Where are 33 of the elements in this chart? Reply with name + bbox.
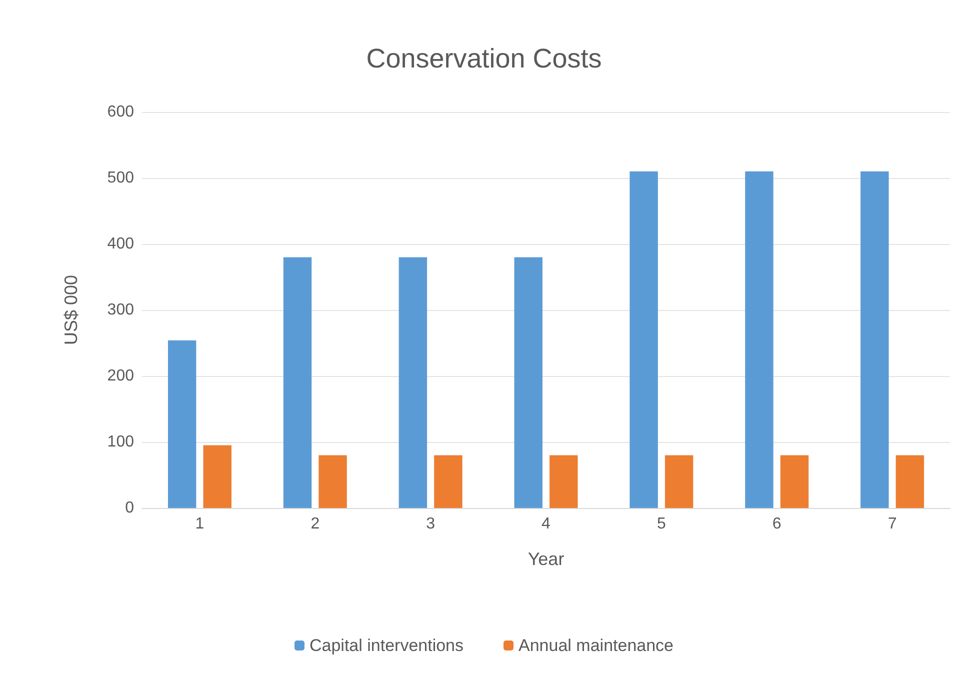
y-tick-label: 0	[125, 500, 134, 516]
chart-title: Conservation Costs	[366, 44, 602, 74]
y-tick-label: 200	[107, 368, 134, 384]
x-tick-label: 5	[656, 516, 666, 532]
x-tick-label: 6	[772, 516, 782, 532]
legend-label: Capital interventions	[309, 636, 464, 655]
legend-label: Annual maintenance	[518, 636, 674, 655]
y-axis-title: US$ 000	[61, 274, 81, 346]
x-axis-title: Year	[528, 549, 564, 569]
bar	[550, 455, 578, 508]
x-tick-label: 3	[426, 516, 436, 532]
y-tick-label: 300	[107, 302, 134, 318]
bar	[434, 455, 462, 508]
bar	[630, 171, 658, 508]
y-tick-label: 400	[107, 236, 134, 252]
bar	[860, 171, 889, 508]
bar	[203, 445, 232, 508]
x-tick-label: 4	[542, 516, 551, 532]
y-tick-label: 600	[107, 104, 134, 120]
bar	[745, 171, 774, 508]
bar	[896, 455, 924, 508]
bar	[283, 257, 312, 508]
y-tick-label: 100	[107, 434, 134, 450]
bar	[780, 455, 809, 508]
bar	[398, 257, 428, 508]
bar	[168, 340, 196, 508]
x-tick-label: 7	[888, 516, 897, 532]
x-tick-label: 1	[195, 516, 204, 532]
x-tick-label: 2	[310, 516, 320, 532]
y-tick-label: 500	[107, 170, 134, 186]
bar	[514, 257, 542, 508]
bar	[318, 455, 347, 508]
bar	[664, 455, 694, 508]
